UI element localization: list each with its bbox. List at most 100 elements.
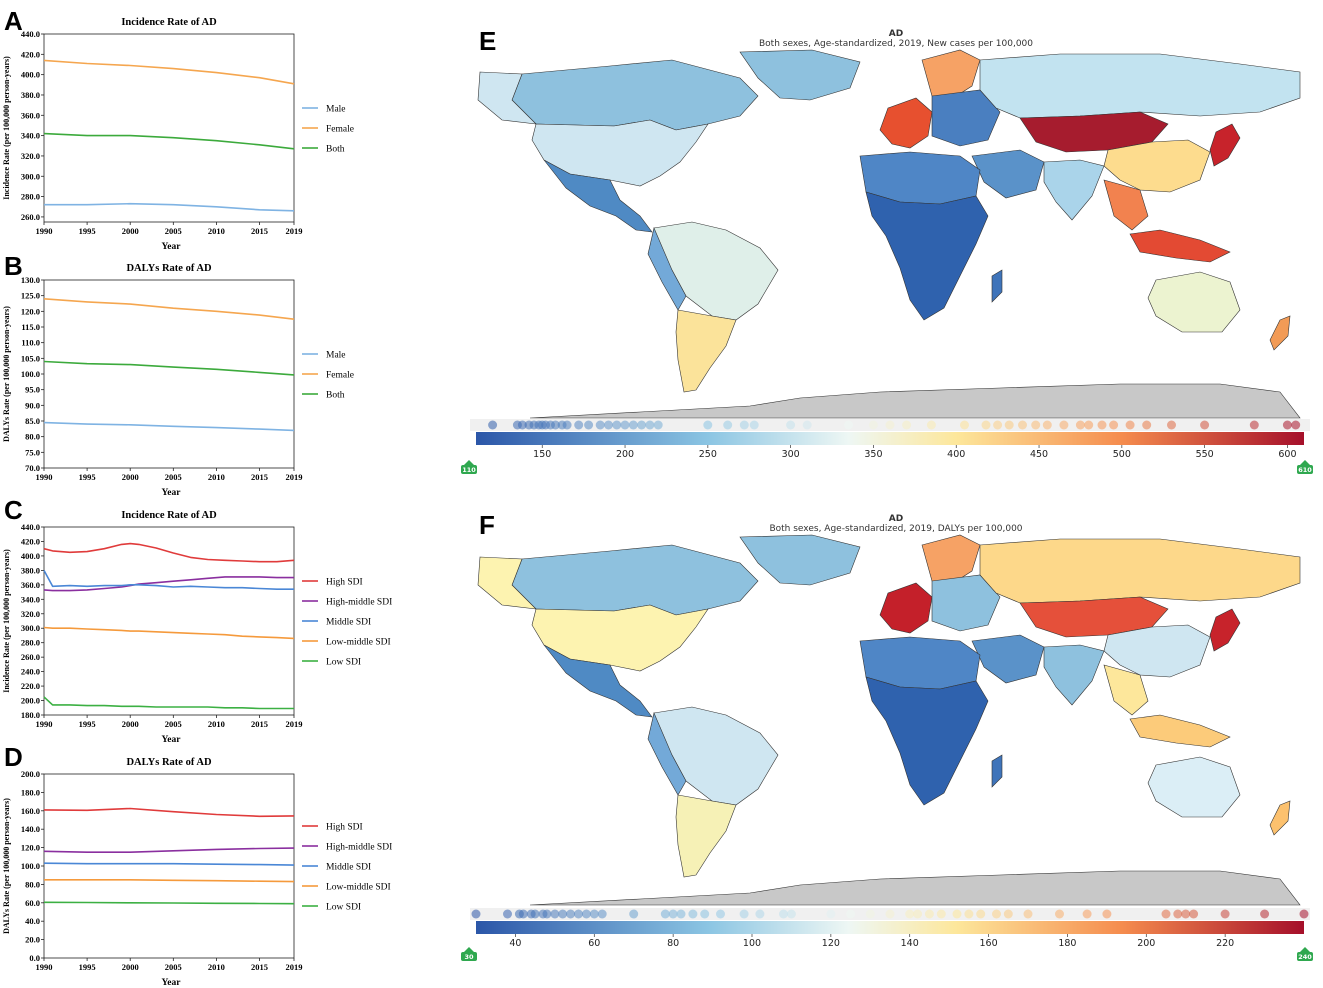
region-japan — [1209, 123, 1241, 167]
region-antarctica — [529, 383, 1301, 419]
colorbar-dot — [926, 420, 936, 430]
colorbar-dot — [755, 909, 765, 919]
colorbar-dot — [952, 909, 962, 919]
y-axis-label: Incidence Rate (per 100,000 person-years… — [2, 549, 11, 693]
y-tick-label: 300.0 — [21, 171, 40, 181]
colorbar-dot — [1142, 420, 1152, 430]
colorbar-dot — [981, 420, 991, 430]
colorbar-tick-label: 350 — [864, 449, 882, 460]
colorbar-dot — [566, 909, 576, 919]
line-chart-b: DALYs Rate of AD 70.0 75.0 80.0 85.0 90.0 95.0… — [2, 263, 354, 498]
y-tick-label: 125.0 — [21, 291, 40, 301]
colorbar-min-badge: 30 — [461, 947, 477, 961]
colorbar-dot — [1109, 420, 1119, 430]
series-line-female — [43, 298, 295, 320]
x-tick-label: 2000 — [122, 226, 139, 236]
series-line-low-sdi — [43, 696, 294, 710]
legend-label: Female — [326, 371, 354, 381]
region-australia — [1147, 271, 1241, 333]
region-southern-cone — [675, 309, 737, 393]
region-canada — [511, 59, 759, 131]
colorbar-dot — [660, 909, 670, 919]
y-tick-label: 440.0 — [21, 522, 40, 532]
y-tick-label: 420.0 — [21, 49, 40, 59]
series-line-low-middle-sdi — [43, 626, 295, 640]
y-tick-label: 115.0 — [21, 322, 40, 332]
x-axis-label: Year — [162, 242, 182, 252]
y-tick-label: 20.0 — [25, 935, 40, 945]
y-tick-label: 380.0 — [21, 90, 40, 100]
colorbar-dot — [574, 909, 583, 919]
y-tick-label: 90.0 — [25, 400, 40, 410]
series-line-high-middle-sdi — [43, 576, 294, 592]
colorbar-dot — [844, 420, 854, 430]
colorbar-dot — [1059, 420, 1069, 430]
colorbar-dot — [868, 420, 878, 430]
colorbar-tick-label: 180 — [1058, 938, 1076, 949]
colorbar-dot — [1075, 420, 1085, 430]
x-tick-label: 1990 — [36, 719, 53, 729]
panel-letter-e: E — [479, 26, 497, 56]
x-axis-label: Year — [162, 978, 182, 988]
region-mexico — [543, 644, 653, 718]
colorbar-dot — [1189, 909, 1199, 919]
colorbar-tick-label: 500 — [1113, 449, 1131, 460]
y-tick-label: 200.0 — [21, 769, 40, 779]
region-southeast-asia — [1103, 179, 1149, 231]
colorbar-dot — [488, 420, 498, 430]
colorbar-dot — [1042, 420, 1052, 430]
chart-title: Incidence Rate of AD — [121, 510, 217, 521]
region-greenland — [739, 49, 861, 101]
world-map-land — [477, 534, 1301, 906]
y-tick-label: 80.0 — [25, 432, 40, 442]
series-line-male — [44, 202, 295, 212]
y-tick-label: 75.0 — [25, 447, 40, 457]
series-line-middle-sdi — [43, 570, 294, 590]
series-line-high-middle-sdi — [43, 847, 295, 853]
colorbar-dot — [960, 420, 969, 430]
legend-label: Low-middle SDI — [326, 883, 391, 893]
x-tick-label: 2019 — [286, 472, 303, 482]
y-tick-label: 320.0 — [21, 609, 40, 619]
y-tick-label: 280.0 — [21, 638, 40, 648]
x-tick-label: 2015 — [251, 226, 268, 236]
colorbar-dot — [1125, 420, 1135, 430]
region-russia — [979, 53, 1301, 119]
colorbar-dot — [688, 909, 698, 919]
legend-label: Female — [326, 125, 354, 135]
plot-frame — [43, 33, 295, 223]
colorbar-dot — [471, 909, 481, 919]
plot-frame — [43, 526, 295, 716]
map-title: AD — [889, 514, 903, 524]
svg-text:240: 240 — [1298, 953, 1312, 961]
y-tick-label: 420.0 — [21, 536, 40, 546]
line-chart-d: DALYs Rate of AD 0.0 20.0 40.0 60.0 80.0 100.0… — [2, 757, 392, 988]
x-tick-label: 1995 — [79, 719, 96, 729]
colorbar-dot — [574, 420, 584, 430]
colorbar-dot — [637, 420, 647, 430]
legend-label: High SDI — [326, 578, 363, 588]
x-tick-label: 1995 — [79, 226, 96, 236]
y-tick-label: 40.0 — [25, 916, 40, 926]
colorbar-tick-label: 40 — [509, 938, 521, 949]
line-chart-c: Incidence Rate of AD 180.0 200.0 220.0 240.0… — [2, 510, 392, 745]
legend-label: High SDI — [326, 823, 363, 833]
colorbar-dot — [645, 420, 655, 430]
y-tick-label: 120.0 — [21, 306, 40, 316]
colorbar-dot — [503, 909, 512, 919]
colorbar-dot — [1200, 420, 1210, 430]
colorbar-dot — [749, 420, 759, 430]
colorbar-dot — [1082, 909, 1092, 919]
colorbar-dot — [1084, 420, 1094, 430]
map-subtitle: Both sexes, Age-standardized, 2019, DALY… — [769, 524, 1022, 534]
world-map-land — [477, 49, 1301, 419]
legend-label: High-middle SDI — [326, 843, 392, 853]
region-russia — [979, 538, 1301, 604]
x-tick-label: 1990 — [36, 226, 53, 236]
colorbar-tick-label: 220 — [1216, 938, 1234, 949]
colorbar-dot — [1161, 909, 1171, 919]
region-southern-cone — [675, 794, 737, 878]
colorbar-dot — [902, 420, 912, 430]
y-tick-label: 160.0 — [21, 806, 40, 816]
choropleth-map-e: AD Both sexes, Age-standardized, 2019, N… — [461, 29, 1313, 474]
